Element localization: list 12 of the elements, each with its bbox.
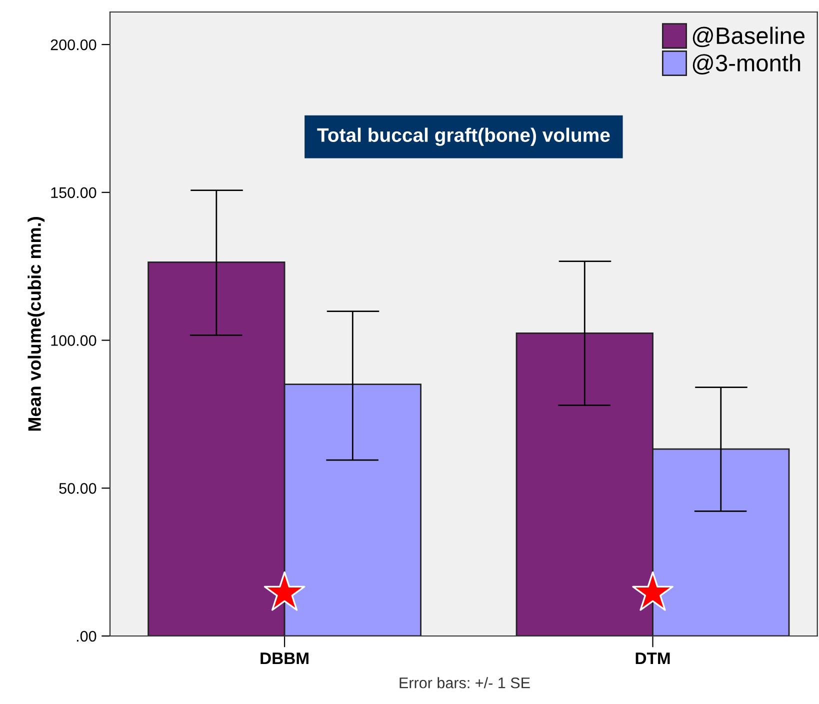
- y-axis-title: Mean volume(cubic mm.): [28, 217, 45, 431]
- x-tick-label: DBBM: [260, 652, 308, 664]
- text: Total buccal graft(bone) volume: [317, 128, 610, 146]
- legend-label: @Baseline: [692, 26, 805, 48]
- y-tick-label: 150.00: [51, 187, 96, 198]
- y-tick-label: 100.00: [51, 335, 96, 346]
- legend-label: @3-month: [692, 54, 800, 74]
- x-tick-label: DTM: [636, 652, 670, 664]
- y-tick-label: .00: [76, 630, 96, 642]
- y-tick-label: 200.00: [50, 39, 96, 50]
- y-tick-label: 50.00: [59, 483, 96, 494]
- text: Error bars: +/- 1 SE: [400, 677, 530, 688]
